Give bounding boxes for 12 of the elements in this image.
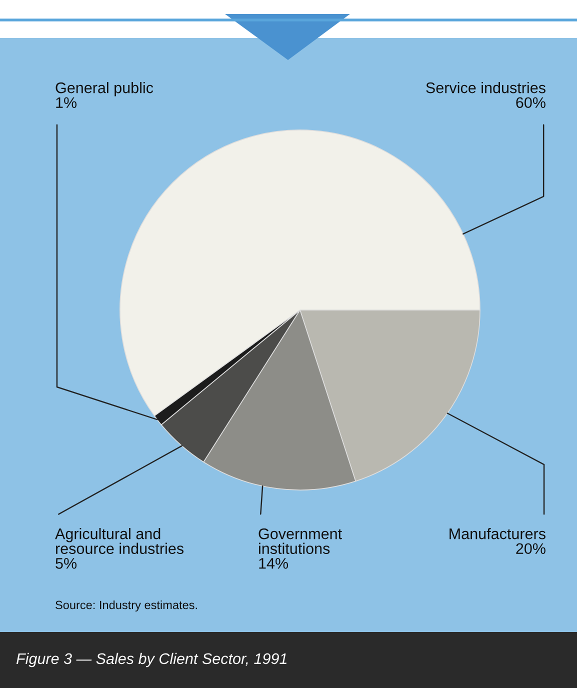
text: Figure 3 — Sales by Client Sector, 1991 (16, 652, 286, 668)
slice-label: Manufacturers (450, 528, 546, 540)
source-note: Source: Industry estimates. (56, 600, 197, 612)
slice-label: Government institutions (258, 528, 342, 554)
data-label: 60% (516, 97, 546, 108)
slice-label: Service industries (426, 82, 546, 94)
data-label: 14% (259, 558, 288, 569)
data-label: 5% (56, 558, 77, 569)
slice-label: Agricultural and resource industries (55, 528, 184, 554)
data-label: 1% (56, 97, 77, 108)
data-label: 20% (516, 543, 546, 554)
slice-label: General public (56, 82, 154, 96)
